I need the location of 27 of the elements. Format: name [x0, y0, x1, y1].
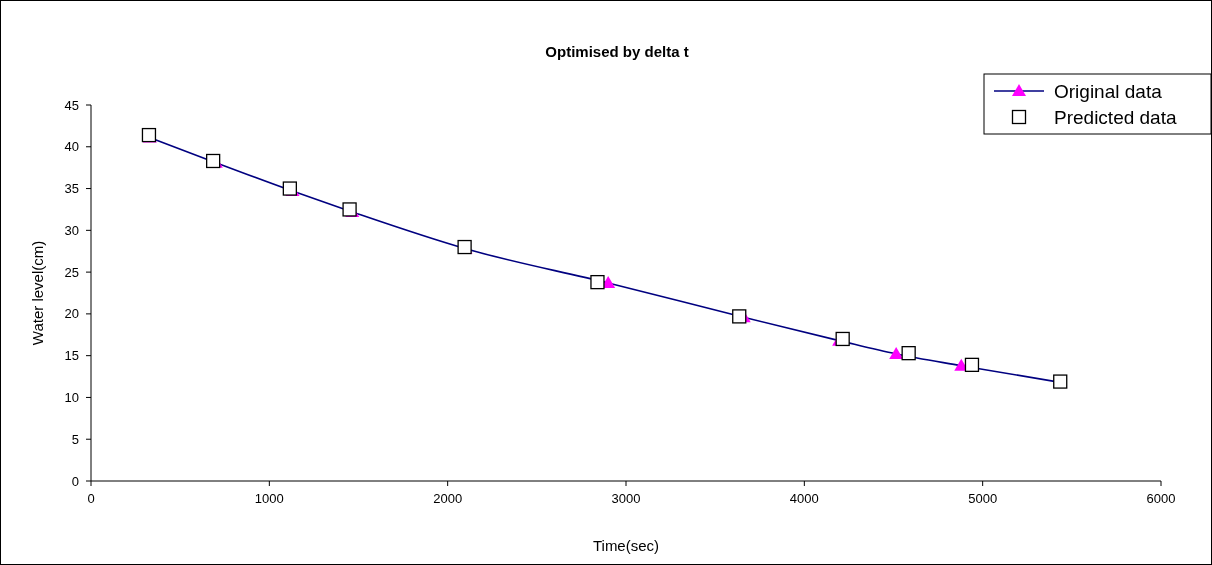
point [964, 357, 980, 373]
x-tick-label: 2000 [433, 491, 463, 506]
y-axis-title: Water level(cm) [29, 240, 46, 346]
y-tick-label: 35 [64, 181, 79, 197]
point [901, 346, 916, 361]
y-tick-label: 5 [71, 431, 79, 447]
point [889, 347, 904, 359]
point [590, 274, 605, 290]
y-tick-label: 10 [64, 389, 79, 405]
y-tick-label: 20 [64, 306, 79, 322]
x-tick-label: 0 [87, 491, 95, 506]
y-tick-label: 0 [71, 473, 79, 489]
x-tick-label: 5000 [968, 491, 998, 506]
y-tick-label: 30 [64, 222, 79, 238]
chart-title: Optimised by delta t [545, 43, 689, 60]
y-tick-label: 15 [64, 348, 79, 364]
x-axis-title: Time(sec) [592, 537, 660, 554]
x-tick-label: 6000 [1146, 491, 1176, 506]
legend-label: Original data [1054, 81, 1163, 102]
x-tick-label: 3000 [611, 491, 641, 506]
y-tick-label: 45 [64, 97, 79, 113]
x-tick-label: 1000 [254, 491, 284, 506]
point [732, 309, 747, 324]
y-tick-label: 40 [64, 139, 79, 155]
legend-label: Predicted data [1054, 107, 1177, 128]
y-tick-label: 25 [64, 264, 79, 280]
x-tick-label: 4000 [789, 491, 819, 506]
